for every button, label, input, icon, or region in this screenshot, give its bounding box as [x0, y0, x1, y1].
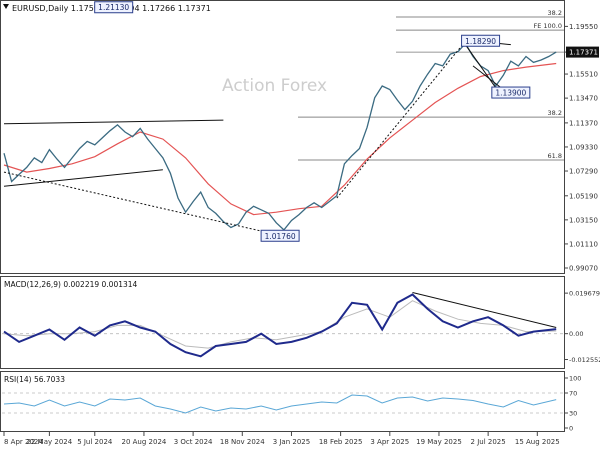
- macd-y-tick-label: 0.00: [569, 330, 583, 338]
- price-callout-box: [491, 86, 531, 99]
- x-tick-label: 22 May 2024: [27, 438, 73, 446]
- rsi-y-tick-label: 100: [569, 375, 581, 383]
- price-y-tick-label: 1.19550: [569, 23, 598, 31]
- x-tick-label: 2 Jul 2025: [471, 438, 506, 446]
- dropdown-triangle-icon[interactable]: [3, 4, 9, 9]
- rsi-series: [2, 392, 564, 414]
- x-tick-label: 19 May 2025: [416, 438, 462, 446]
- rsi-y-tick-label: 0: [569, 425, 573, 433]
- price-callout-box: [461, 34, 501, 47]
- watermark: Action Forex: [222, 76, 327, 96]
- macd-trendline: [412, 291, 557, 328]
- price-y-tick-label: 1.17371: [569, 49, 598, 57]
- macd-y-tick-label: 0.019679: [569, 290, 600, 298]
- rsi-y-tick-label: 70: [569, 390, 577, 398]
- fib-level-label: FE 100.0: [533, 22, 562, 30]
- rsi-line: [3, 394, 557, 414]
- fib-level-label: 38.2: [548, 109, 562, 117]
- rsi-y-axis: 100 70 30 0: [564, 375, 581, 433]
- trendline: [3, 119, 224, 125]
- price-y-tick-label: 1.15510: [569, 71, 598, 79]
- macd-panel-frame: [0, 276, 565, 369]
- macd-title: MACD(12,26,9) 0.002219 0.001314: [4, 280, 138, 289]
- trendline: [3, 169, 163, 187]
- price-callout-box: [260, 229, 300, 242]
- price-callout-label: 1.01760: [265, 232, 296, 241]
- x-tick-label: 18 Nov 2024: [220, 438, 265, 446]
- trendline: [472, 65, 504, 90]
- rsi-title: RSI(14) 56.7033: [4, 375, 65, 384]
- x-tick-label: 3 Jan 2025: [273, 438, 311, 446]
- price-y-axis: 1.19550 1.17371 1.15510 1.13470 1.11370 1.093…: [564, 23, 599, 272]
- fib-level-label: 38.2: [548, 9, 562, 17]
- rsi-y-tick-label: 30: [569, 410, 577, 418]
- price-y-tick-label: 1.01110: [569, 240, 598, 248]
- macd-signal-line: [3, 300, 557, 349]
- x-tick-label: 5 Jul 2024: [77, 438, 113, 446]
- fib-level-label: 61.8: [548, 152, 562, 160]
- price-callout-box: [94, 1, 134, 14]
- price-y-tick-label: 1.05190: [569, 192, 598, 200]
- fib-levels: 38.2 FE 100.0 38.2 61.8: [298, 9, 564, 161]
- price-callout-label: 1.18290: [465, 37, 496, 46]
- x-tick-label: 18 Feb 2025: [319, 438, 363, 446]
- macd-series: [2, 291, 564, 358]
- rsi-panel-frame: [0, 371, 565, 432]
- price-y-tick-label: 1.07290: [569, 168, 598, 176]
- last-price-marker: [566, 46, 599, 58]
- trendline: [465, 44, 500, 94]
- price-y-tick-label: 1.13470: [569, 95, 598, 103]
- price-callouts: 1.21130 1.01760 1.18290 1.13900: [94, 1, 531, 242]
- x-tick-label: 3 Oct 2024: [174, 438, 213, 446]
- x-tick-label: 8 Apr 2024: [4, 438, 43, 446]
- x-tick-label: 3 Apr 2025: [370, 438, 409, 446]
- macd-line: [3, 293, 557, 358]
- moving-average-series: [3, 62, 557, 216]
- price-callout-label: 1.21130: [98, 3, 129, 12]
- moving-average-line: [3, 62, 557, 216]
- x-tick-label: 15 Aug 2025: [515, 438, 560, 446]
- x-tick-label: 20 Aug 2024: [122, 438, 167, 446]
- macd-y-axis: 0.019679 0.00 -0.012552: [564, 290, 600, 364]
- price-y-tick-label: 1.03150: [569, 216, 598, 224]
- macd-y-tick-label: -0.012552: [569, 356, 600, 364]
- price-y-tick-label: 1.09330: [569, 143, 598, 151]
- trendline: [336, 40, 466, 199]
- price-y-tick-label: 0.99070: [569, 264, 598, 272]
- price-y-tick-label: 1.11370: [569, 119, 598, 127]
- price-callout-label: 1.13900: [495, 89, 526, 98]
